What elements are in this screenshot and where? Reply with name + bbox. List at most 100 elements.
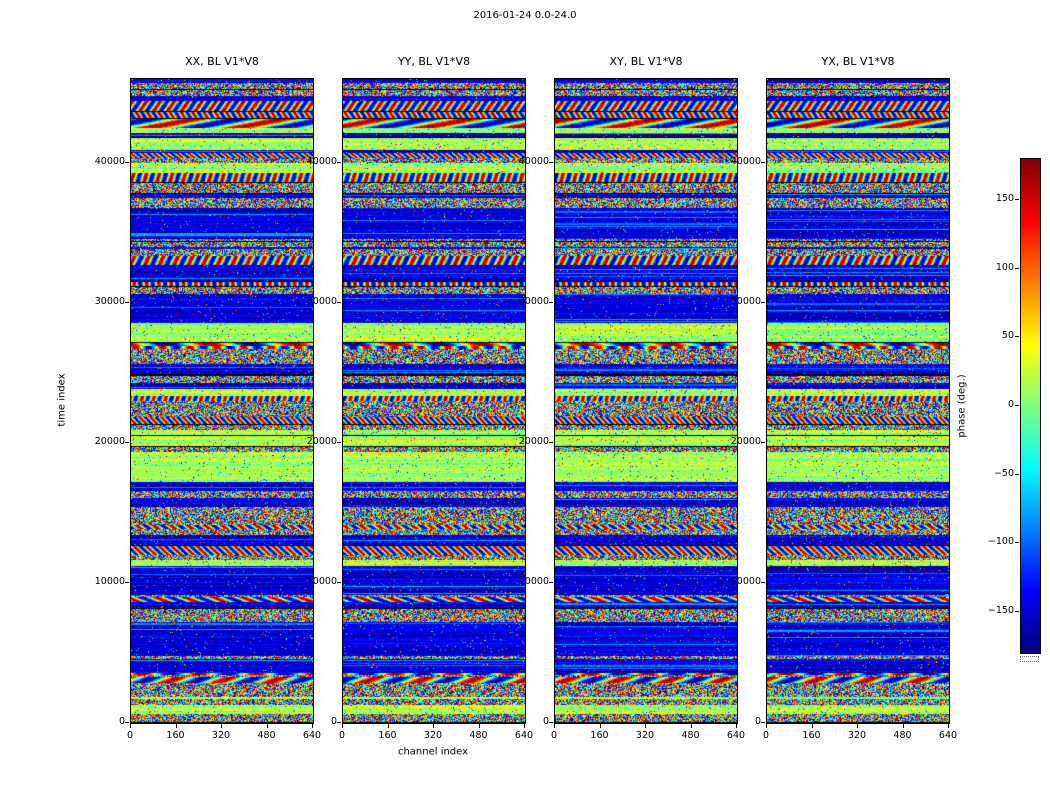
colorbar-gradient [1020, 158, 1041, 654]
x-tick-mark [221, 724, 222, 728]
y-tick-label: 30000 [306, 296, 337, 307]
x-tick-label: 160 [802, 730, 821, 741]
subplot-title-yx: YX, BL V1*V8 [821, 55, 895, 68]
y-tick-label: 0 [118, 716, 125, 727]
colorbar-tick-label: 50 [1001, 330, 1014, 342]
x-tick-mark [266, 724, 268, 728]
colorbar-tick-mark [1015, 267, 1019, 269]
y-tick-mark [549, 722, 553, 723]
x-tick-label: 0 [338, 730, 346, 741]
x-tick-label: 320 [423, 730, 443, 741]
y-tick-mark [549, 162, 553, 163]
colorbar-tick-label: 0 [1007, 399, 1014, 410]
x-tick-mark [312, 724, 313, 728]
colorbar-tick-mark [1015, 542, 1019, 544]
x-tick-label: 480 [681, 730, 700, 741]
x-tick-mark [130, 724, 131, 728]
colorbar-tick-label: 100 [995, 261, 1014, 273]
y-tick-mark [337, 442, 341, 443]
y-tick-mark [761, 582, 765, 583]
x-tick-label: 320 [635, 730, 655, 741]
y-tick-label: 20000 [94, 436, 125, 447]
y-tick-label: 20000 [306, 436, 337, 447]
x-tick-label: 640 [302, 730, 322, 741]
y-tick-mark [761, 722, 765, 723]
colorbar-tick-mark [1015, 473, 1019, 475]
y-tick-mark [125, 582, 129, 583]
x-tick-mark [387, 724, 389, 728]
x-tick-mark [645, 724, 646, 728]
heatmap-canvas-xx [130, 78, 314, 724]
y-tick-label: 0 [330, 716, 337, 727]
y-tick-label: 40000 [730, 156, 761, 167]
subplot-title-xx: XX, BL V1*V8 [185, 55, 259, 68]
x-axis-label: channel index [397, 746, 469, 758]
heatmap-canvas-yy [342, 78, 526, 724]
x-tick-mark [690, 724, 692, 728]
colorbar-tick-label: −50 [993, 467, 1014, 479]
y-tick-label: 40000 [306, 156, 337, 167]
y-tick-mark [549, 302, 553, 303]
x-tick-label: 640 [726, 730, 746, 741]
subplot-yx: YX, BL V1*V8 0 160 320 480 640 0 10000 20000 300… [731, 55, 957, 741]
subplot-title-yy: YY, BL V1*V8 [397, 55, 471, 68]
y-tick-label: 30000 [730, 296, 761, 307]
x-tick-mark [766, 724, 767, 728]
x-tick-label: 640 [514, 730, 534, 741]
x-tick-mark [902, 724, 904, 728]
figure-suptitle: 2016-01-24 0.0-24.0 [473, 10, 577, 21]
x-tick-label: 480 [893, 730, 912, 741]
subplot-yy: YY, BL V1*V8 0 160 320 480 640 0 10000 20000 300… [307, 55, 533, 741]
colorbar-tick-label: 150 [995, 193, 1014, 205]
x-tick-label: 480 [257, 730, 276, 741]
y-axis-label: time index [56, 373, 68, 427]
x-tick-label: 160 [166, 730, 185, 741]
y-tick-label: 10000 [518, 576, 549, 587]
y-tick-label: 40000 [518, 156, 549, 167]
x-tick-mark [554, 724, 555, 728]
colorbar-extension-box [1020, 656, 1039, 662]
y-tick-label: 10000 [306, 576, 337, 587]
x-tick-label: 640 [938, 730, 958, 741]
x-tick-label: 320 [211, 730, 231, 741]
y-tick-label: 30000 [94, 296, 125, 307]
y-tick-mark [125, 162, 129, 163]
y-tick-mark [125, 722, 129, 723]
y-tick-mark [761, 162, 765, 163]
x-tick-mark [948, 724, 949, 728]
x-tick-mark [342, 724, 343, 728]
x-tick-label: 480 [469, 730, 488, 741]
y-tick-mark [761, 302, 765, 303]
subplot-title-xy: XY, BL V1*V8 [609, 55, 683, 68]
x-tick-label: 0 [550, 730, 558, 741]
colorbar-tick-mark [1015, 199, 1019, 201]
x-tick-mark [857, 724, 858, 728]
x-tick-label: 320 [847, 730, 867, 741]
heatmap-canvas-xy [554, 78, 738, 724]
y-tick-label: 20000 [730, 436, 761, 447]
colorbar-tick-label: −100 [987, 536, 1014, 548]
y-tick-mark [125, 442, 129, 443]
x-tick-mark [524, 724, 525, 728]
y-tick-label: 40000 [94, 156, 125, 167]
colorbar-tick-mark [1015, 610, 1019, 612]
y-tick-label: 20000 [518, 436, 549, 447]
x-tick-label: 160 [378, 730, 397, 741]
y-tick-mark [549, 582, 553, 583]
x-tick-mark [736, 724, 737, 728]
x-tick-mark [599, 724, 601, 728]
y-tick-mark [337, 582, 341, 583]
subplot-xx: XX, BL V1*V8 0 160 320 480 640 0 10000 20000 300… [95, 55, 321, 741]
colorbar-tick-mark [1015, 336, 1019, 338]
heatmap-canvas-yx [766, 78, 950, 724]
colorbar: phase (deg.) 150 100 50 0 −50 −100 −150 [957, 158, 1041, 662]
colorbar-tick-mark [1015, 405, 1019, 406]
subplot-xy: XY, BL V1*V8 0 160 320 480 640 0 10000 20000 300… [519, 55, 745, 741]
x-tick-mark [175, 724, 177, 728]
x-tick-mark [478, 724, 480, 728]
y-tick-label: 0 [754, 716, 761, 727]
x-tick-mark [811, 724, 813, 728]
y-tick-label: 30000 [518, 296, 549, 307]
y-tick-mark [125, 302, 129, 303]
